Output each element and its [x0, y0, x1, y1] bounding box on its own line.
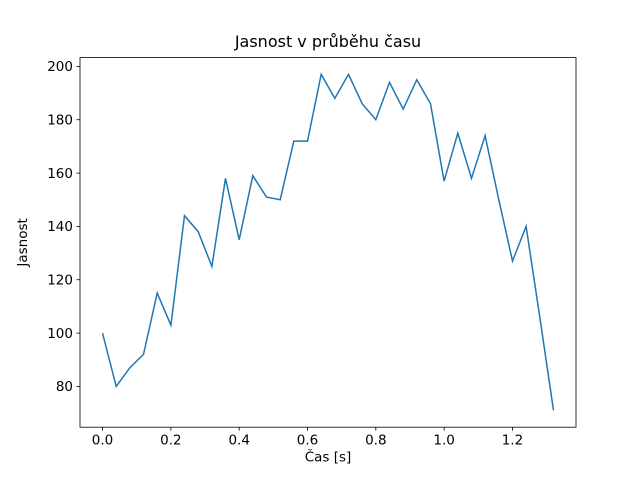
y-tick-label: 180 [47, 112, 73, 128]
y-axis-label: Jasnost [15, 218, 31, 267]
x-axis-ticks: 0.0 0.2 0.4 0.6 0.8 1.0 1.2 [92, 427, 523, 449]
x-tick-label: 0.4 [228, 433, 249, 449]
y-tick-label: 120 [47, 272, 73, 288]
x-tick-label: 0.2 [160, 433, 181, 449]
x-tick-label: 0.6 [297, 433, 318, 449]
plot-border [79, 57, 577, 428]
chart-title: Jasnost v průběhu času [234, 32, 421, 51]
x-tick-label: 1.2 [502, 433, 523, 449]
x-tick-label: 0.8 [365, 433, 386, 449]
y-axis-ticks: 80 100 120 140 160 180 200 [47, 59, 80, 395]
y-tick-label: 80 [56, 379, 73, 395]
x-axis-label: Čas [s] [305, 448, 352, 466]
y-tick-label: 160 [47, 166, 73, 182]
x-tick-label: 0.0 [92, 433, 113, 449]
y-tick-label: 200 [47, 59, 73, 75]
y-tick-label: 140 [47, 219, 73, 235]
y-tick-label: 100 [47, 326, 73, 342]
series-line [101, 72, 555, 411]
x-tick-label: 1.0 [433, 433, 454, 449]
